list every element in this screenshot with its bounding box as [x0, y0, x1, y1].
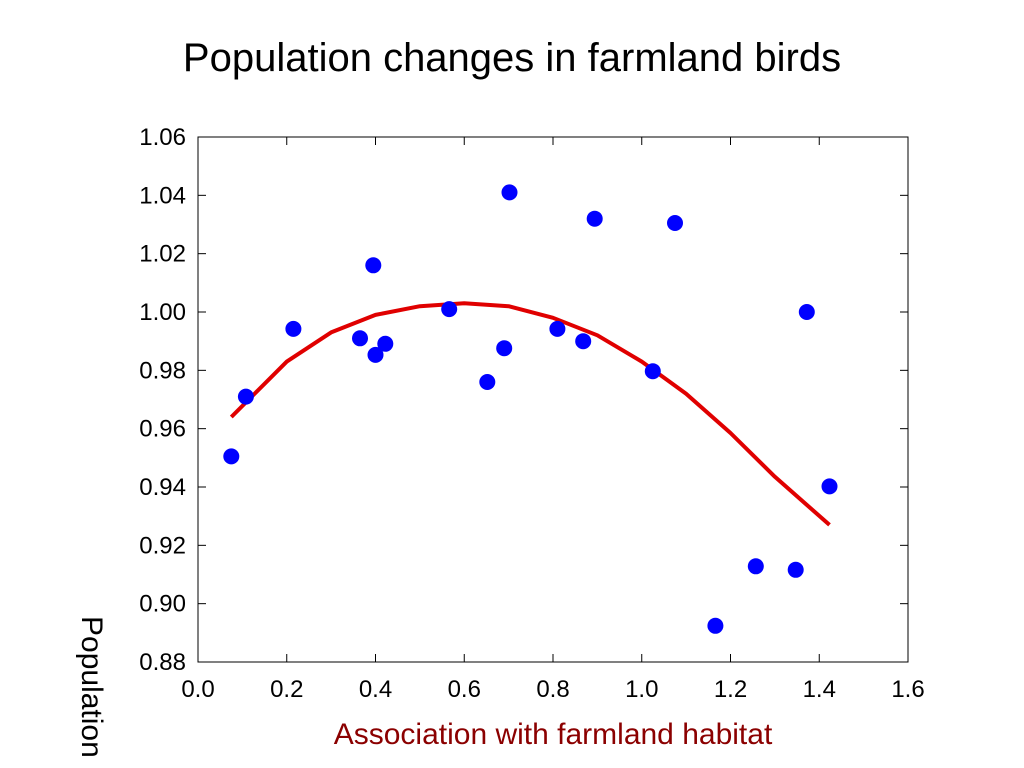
- x-ticks: 0.0 0.2 0.4 0.6 0.8 1.0 1.2 1.4 1.6: [181, 137, 925, 703]
- plot-frame: [197, 136, 909, 663]
- points-layer: [223, 184, 838, 634]
- fit-curve: [229, 301, 831, 527]
- x-tick-label: 1.6: [891, 676, 924, 703]
- y-tick-label: 1.04: [139, 182, 186, 209]
- x-tick-label: 1.0: [625, 676, 658, 703]
- data-point: [575, 333, 592, 350]
- y-tick-label: 0.88: [139, 649, 186, 676]
- data-point: [549, 320, 566, 337]
- data-point: [644, 363, 661, 380]
- fit-layer: [229, 301, 831, 527]
- y-ticks: 0.88 0.90 0.92 0.94 0.96 0.98 1.00 1.02 1.04 1.06: [139, 124, 908, 676]
- y-tick-label: 0.90: [139, 591, 186, 618]
- data-point: [747, 558, 764, 575]
- y-tick-label: 1.02: [139, 241, 186, 268]
- x-tick-label: 1.4: [803, 676, 836, 703]
- y-tick-label: 1.06: [139, 124, 186, 151]
- data-point: [365, 257, 382, 274]
- x-tick-label: 0.6: [448, 676, 481, 703]
- y-tick-label: 0.94: [139, 474, 186, 501]
- data-point: [285, 320, 302, 337]
- x-tick-label: 0.4: [359, 676, 392, 703]
- y-tick-label: 0.98: [139, 357, 186, 384]
- data-point: [586, 210, 603, 227]
- data-point: [667, 215, 683, 231]
- data-point: [496, 340, 513, 357]
- x-tick-label: 0.2: [270, 676, 303, 703]
- data-point: [223, 448, 240, 465]
- data-point: [377, 335, 394, 352]
- data-point: [798, 304, 815, 320]
- data-point: [441, 301, 458, 318]
- data-point: [479, 374, 496, 390]
- x-axis-label: Association with farmland habitat: [333, 718, 773, 751]
- data-point: [237, 388, 254, 405]
- x-tick-label: 0.8: [536, 676, 569, 703]
- data-point: [707, 617, 724, 634]
- data-point: [821, 478, 838, 495]
- y-tick-label: 0.96: [139, 416, 186, 443]
- data-point: [501, 184, 518, 201]
- data-point: [367, 346, 384, 363]
- y-tick-label: 0.92: [139, 532, 186, 559]
- data-point: [352, 330, 368, 347]
- x-tick-label: 1.2: [714, 676, 747, 703]
- y-tick-label: 1.00: [139, 299, 186, 326]
- chart-title: Population changes in farmland birds: [182, 36, 842, 80]
- x-tick-label: 0.0: [181, 676, 214, 703]
- data-point: [787, 561, 804, 578]
